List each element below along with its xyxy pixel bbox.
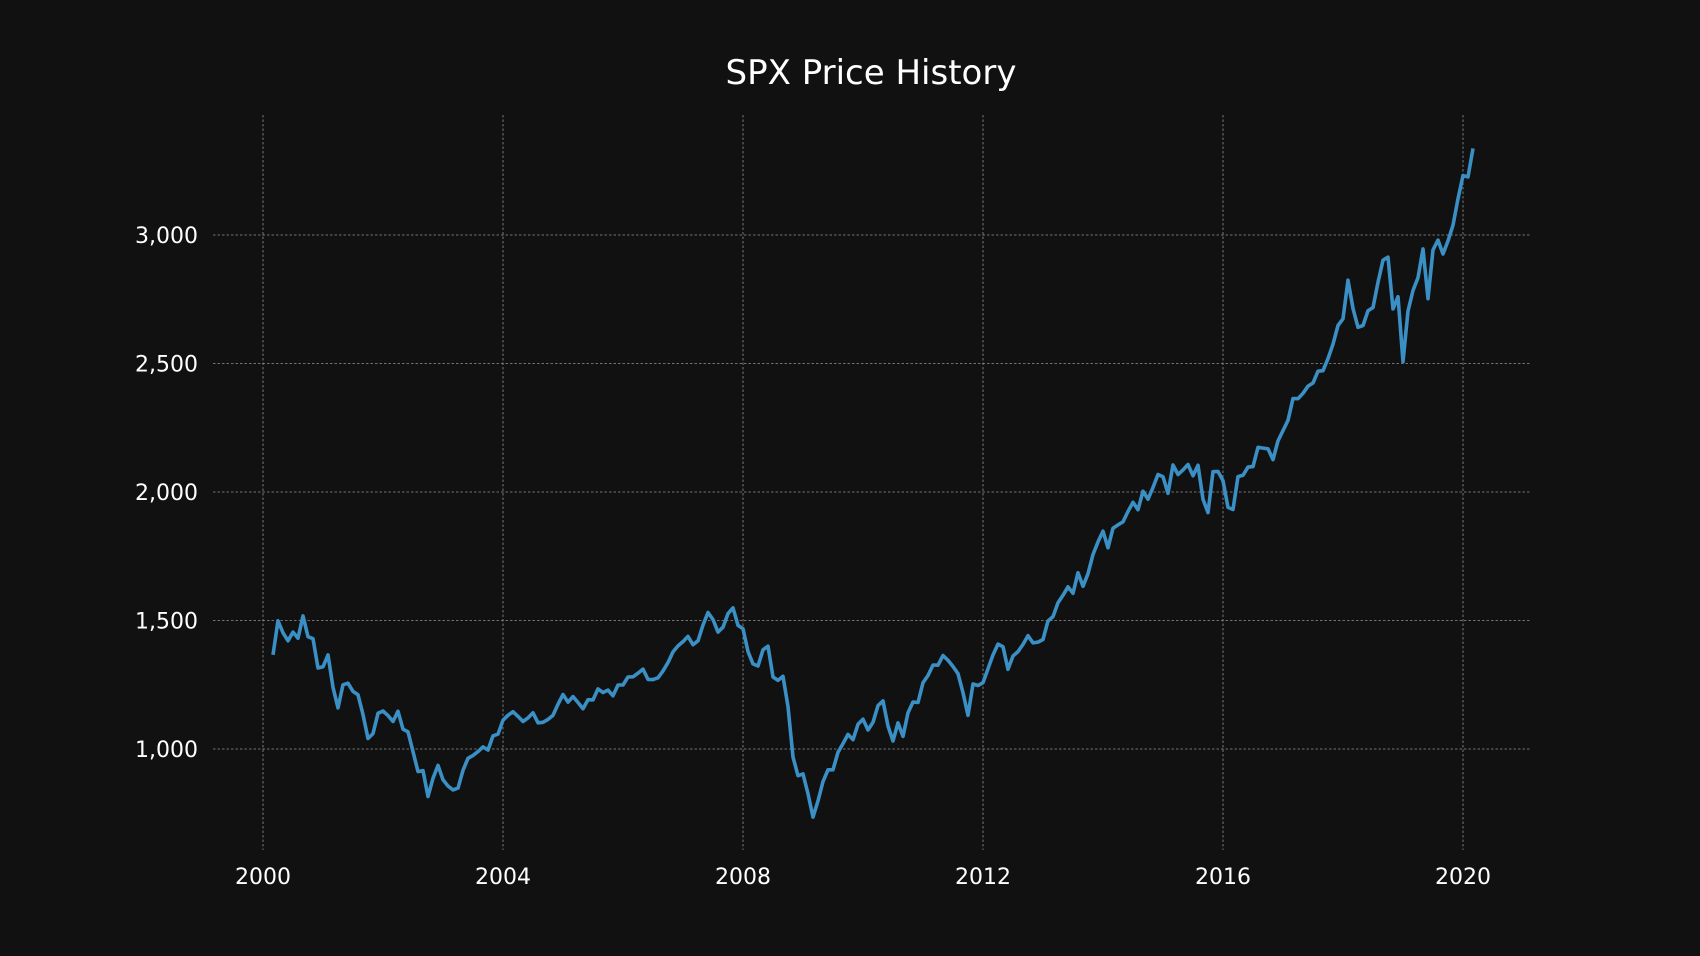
x-tick-label: 2008 bbox=[715, 865, 771, 890]
y-tick-label: 1,000 bbox=[135, 738, 198, 763]
x-tick-label: 2012 bbox=[955, 865, 1011, 890]
x-tick-label: 2000 bbox=[235, 865, 291, 890]
grid-layer bbox=[213, 115, 1530, 850]
series-layer bbox=[271, 148, 1475, 819]
y-tick-label: 2,000 bbox=[135, 481, 198, 506]
tick-labels: 2000 2004 2008 2012 2016 2020 1,000 1,500 2,000 2… bbox=[135, 224, 1491, 890]
x-tick-label: 2020 bbox=[1435, 865, 1491, 890]
x-tick-label: 2004 bbox=[475, 865, 531, 890]
chart-title: SPX Price History bbox=[726, 53, 1017, 93]
y-tick-label: 2,500 bbox=[135, 353, 198, 378]
y-tick-label: 1,500 bbox=[135, 610, 198, 635]
x-tick-label: 2016 bbox=[1195, 865, 1251, 890]
y-tick-label: 3,000 bbox=[135, 224, 198, 249]
series-line-spx bbox=[271, 148, 1475, 819]
